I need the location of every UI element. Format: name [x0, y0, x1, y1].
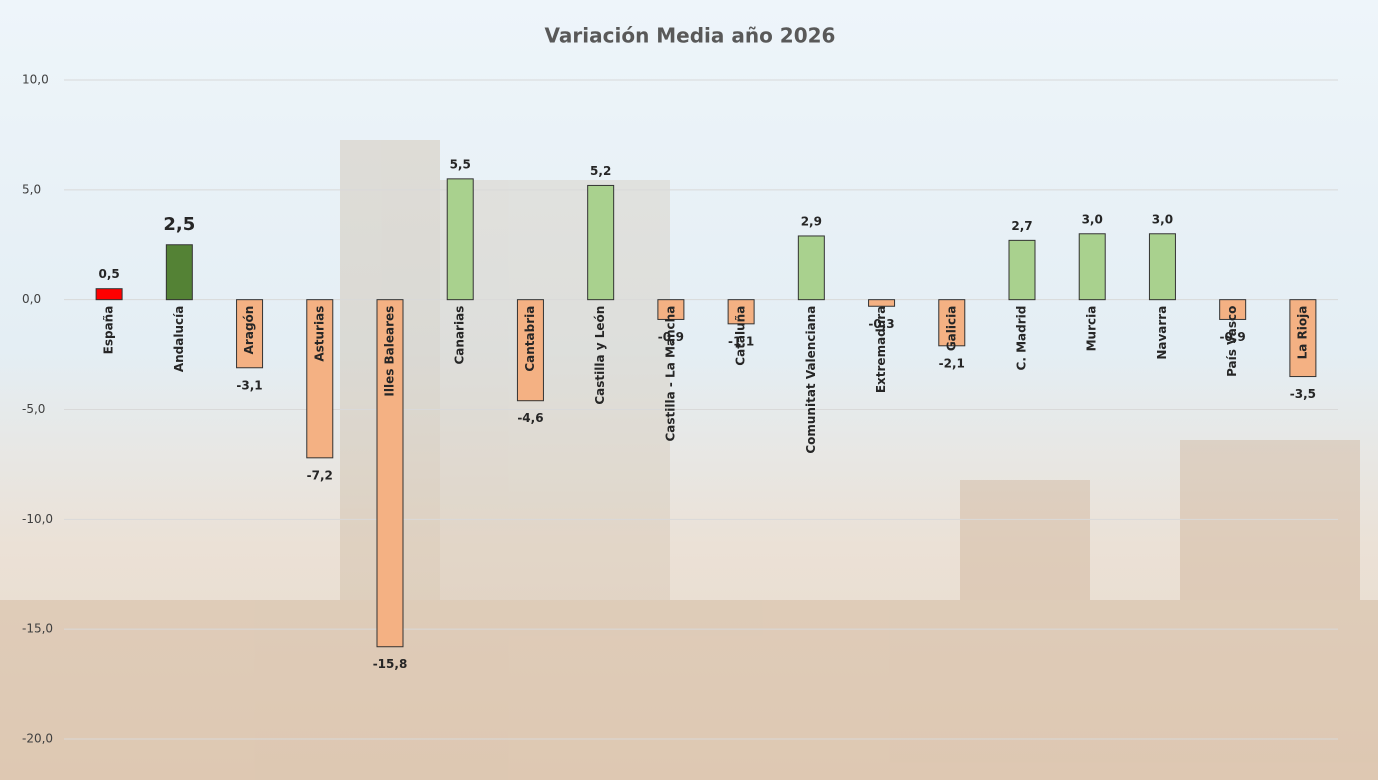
y-tick-label: -5,0: [22, 402, 45, 416]
y-tick-label: 5,0: [22, 182, 41, 196]
value-label: -4,6: [517, 411, 543, 425]
x-tick-label: Cantabria: [523, 306, 537, 372]
x-tick-label: España: [102, 306, 116, 355]
value-label: 3,0: [1082, 212, 1103, 226]
x-tick-label: C. Madrid: [1015, 306, 1029, 371]
x-tick-label: Comunitat Valenciana: [804, 306, 818, 454]
bar: [1009, 240, 1035, 299]
value-label: -15,8: [373, 657, 408, 671]
bar: [96, 289, 122, 300]
y-tick-label: 0,0: [22, 292, 41, 306]
bar: [588, 185, 614, 299]
bar: [1079, 234, 1105, 300]
x-tick-label: Andalucía: [172, 306, 186, 373]
bar: [447, 179, 473, 300]
y-tick-label: -20,0: [22, 732, 53, 746]
value-label: -7,2: [307, 468, 333, 482]
value-label: 3,0: [1152, 212, 1173, 226]
x-tick-label: Asturias: [312, 306, 326, 362]
value-label: 2,7: [1011, 219, 1032, 233]
value-label: 2,9: [801, 214, 822, 228]
x-tick-label: Navarra: [1155, 306, 1169, 360]
value-label: -2,1: [939, 356, 965, 370]
value-label: 5,2: [590, 164, 611, 178]
x-tick-label: Castilla - La Mancha: [663, 306, 677, 442]
x-tick-label: Castilla y León: [593, 306, 607, 405]
x-tick-label: Aragón: [242, 306, 256, 355]
bar: [798, 236, 824, 300]
value-label: -0,3: [868, 317, 894, 331]
y-tick-label: 10,0: [22, 73, 49, 87]
value-label: -3,5: [1290, 387, 1316, 401]
x-tick-label: Canarias: [453, 306, 467, 365]
chart: Variación Media año 2026 -20,0 -15,0 -10,0…: [0, 0, 1378, 780]
x-tick-label: Murcia: [1085, 306, 1099, 352]
value-label: -0,9: [658, 330, 684, 344]
value-label: -0,9: [1220, 330, 1246, 344]
x-tick-label: Illes Baleares: [383, 306, 397, 397]
value-label: 5,5: [450, 157, 471, 171]
y-tick-label: -10,0: [22, 512, 53, 526]
value-label: 2,5: [163, 214, 195, 235]
x-tick-label: La Rioja: [1295, 306, 1309, 360]
bar: [869, 300, 895, 307]
x-tick-label: Galicia: [944, 306, 958, 352]
value-label: -1,1: [728, 334, 754, 348]
value-label: 0,5: [98, 267, 119, 281]
value-label: -3,1: [236, 378, 262, 392]
bar: [166, 245, 192, 300]
y-tick-label: -15,0: [22, 622, 53, 636]
bar: [1149, 234, 1175, 300]
chart-title: Variación Media año 2026: [545, 24, 836, 48]
